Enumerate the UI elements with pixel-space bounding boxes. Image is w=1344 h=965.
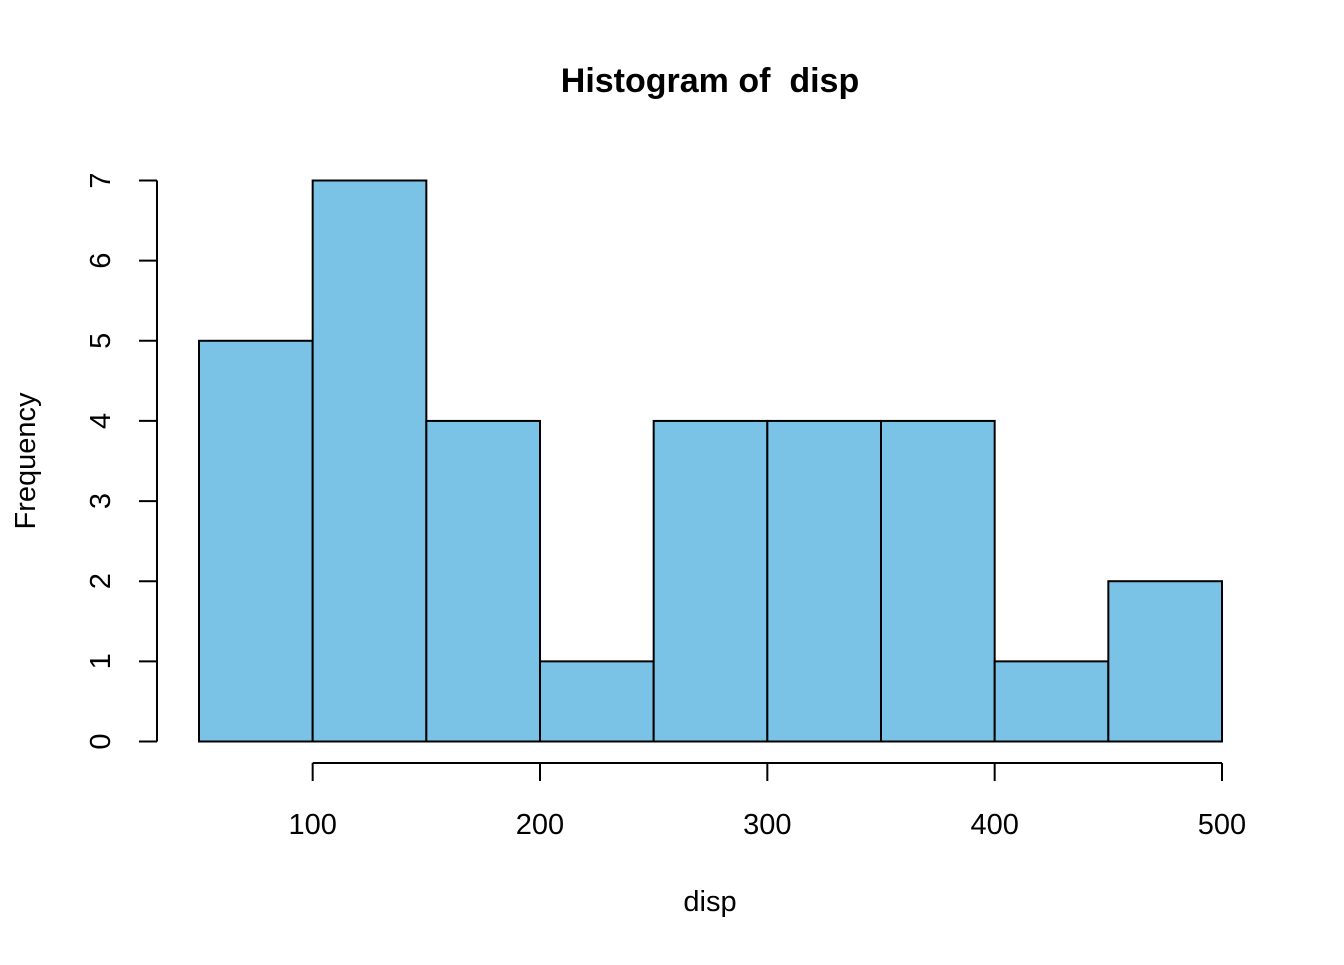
x-tick-label: 300 [743, 809, 791, 841]
x-tick-label: 400 [970, 809, 1018, 841]
y-tick-label: 0 [85, 733, 117, 749]
histogram-bar-0 [198, 339, 314, 743]
y-tick-label: 5 [85, 333, 117, 349]
y-tick-label: 7 [85, 172, 117, 188]
histogram-bar-7 [993, 660, 1110, 743]
x-axis-label: disp [683, 886, 736, 918]
y-tick-label: 2 [85, 573, 117, 589]
x-tick-label: 100 [288, 809, 336, 841]
histogram-bar-6 [880, 419, 996, 743]
x-axis: 100 200 300 400 500 [288, 762, 1246, 841]
y-axis-label: Frequency [10, 392, 42, 530]
histogram-bar-8 [1107, 580, 1224, 743]
x-tick-label: 200 [516, 809, 564, 841]
x-tick-label: 500 [1198, 809, 1246, 841]
histogram-bar-4 [652, 419, 769, 743]
y-tick-label: 1 [85, 653, 117, 669]
chart-title: Histogram of disp [561, 62, 859, 100]
y-tick-label: 4 [85, 413, 117, 429]
histogram-bar-1 [311, 179, 428, 743]
histogram-bar-5 [766, 419, 882, 743]
bars-group [198, 179, 1224, 743]
histogram-bar-2 [425, 419, 542, 743]
histogram-bar-3 [539, 660, 655, 743]
y-axis: 0 1 2 3 4 5 6 7 [85, 172, 158, 750]
y-tick-label: 6 [85, 253, 117, 269]
y-tick-label: 3 [85, 493, 117, 509]
